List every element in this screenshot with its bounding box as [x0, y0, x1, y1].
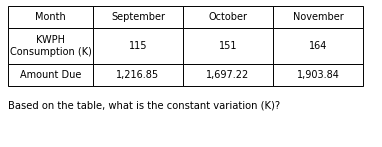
Bar — [8, 6, 93, 28]
Bar — [183, 64, 273, 86]
Bar — [93, 64, 183, 86]
Text: 151: 151 — [219, 41, 237, 51]
Text: 1,697.22: 1,697.22 — [206, 70, 249, 80]
Bar — [93, 28, 183, 64]
Bar — [8, 28, 93, 64]
Text: Amount Due: Amount Due — [20, 70, 81, 80]
Text: October: October — [209, 12, 248, 22]
Bar — [183, 6, 273, 28]
Text: 115: 115 — [129, 41, 147, 51]
Bar — [93, 6, 183, 28]
Text: 1,903.84: 1,903.84 — [296, 70, 340, 80]
Text: 1,216.85: 1,216.85 — [117, 70, 160, 80]
Text: Month: Month — [35, 12, 66, 22]
Text: November: November — [293, 12, 343, 22]
Text: September: September — [111, 12, 165, 22]
Text: 164: 164 — [309, 41, 327, 51]
Bar — [273, 6, 363, 28]
Bar — [183, 28, 273, 64]
Bar — [273, 28, 363, 64]
Bar — [8, 64, 93, 86]
Bar — [273, 64, 363, 86]
Text: KWPH
Consumption (K): KWPH Consumption (K) — [10, 35, 91, 57]
Text: Based on the table, what is the constant variation (K)?: Based on the table, what is the constant… — [8, 100, 280, 110]
